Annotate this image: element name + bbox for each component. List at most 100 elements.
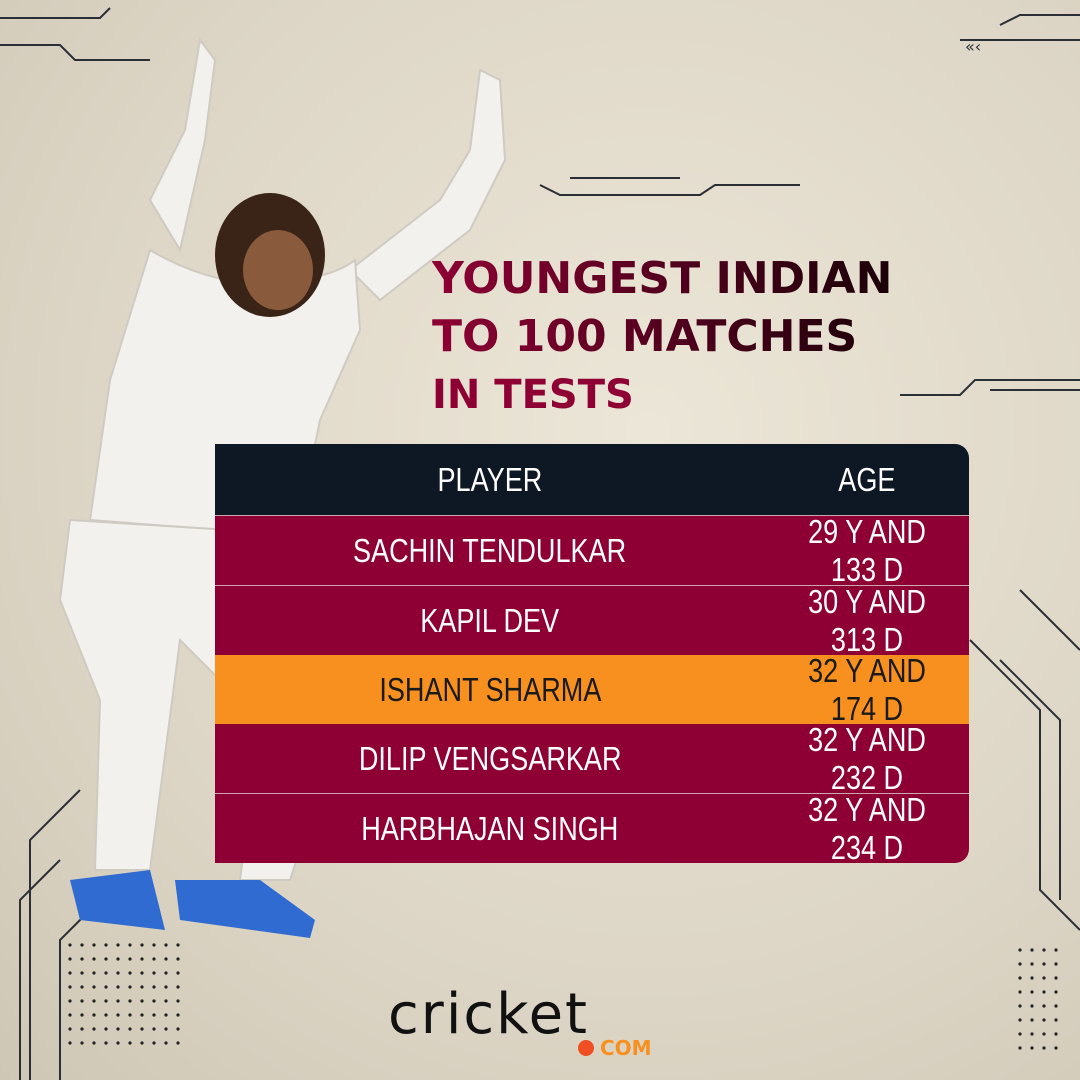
decor-dot [80,957,84,961]
decor-dot [128,943,132,947]
decor-dot [1042,1032,1046,1036]
table-row: DILIP VENGSARKAR 32 Y AND 232 D [215,721,969,796]
decor-dot [116,985,120,989]
decor-dot [1018,948,1022,952]
decor-dot [140,957,144,961]
decor-dot [1042,1046,1046,1050]
decor-dot [92,943,96,947]
decor-dot [152,971,156,975]
decor-dot [152,1013,156,1017]
decor-dot [1042,1004,1046,1008]
decor-dot [116,1013,120,1017]
decor-dot [152,1027,156,1031]
decor-dot [116,999,120,1003]
headline-line-3: IN TESTS [432,372,634,418]
decor-dot [1054,1046,1058,1050]
svg-text:«‹: «‹ [965,37,981,56]
player-name: SACHIN TENDULKAR [353,531,627,569]
decor-dot [176,957,180,961]
decor-dot [164,1041,168,1045]
decor-dot [1054,1004,1058,1008]
decor-dot [1030,976,1034,980]
decor-dot [1042,948,1046,952]
logo-suffix-text: COM [600,1036,652,1060]
decor-dot [68,985,72,989]
decor-dot [1030,990,1034,994]
decor-dot [80,1041,84,1045]
decor-dot [116,971,120,975]
decor-dot [164,971,168,975]
decor-dot [128,1041,132,1045]
decor-dot [104,999,108,1003]
decor-dot [1018,962,1022,966]
decor-dot [128,1027,132,1031]
decor-dot [92,1027,96,1031]
decor-dot [104,957,108,961]
player-age: 32 Y AND 232 D [808,720,926,796]
decor-dot [1018,1046,1022,1050]
decor-dot [68,1027,72,1031]
decor-dot [1030,948,1034,952]
decor-dot [152,985,156,989]
decor-dot [128,1013,132,1017]
decor-dot [140,1027,144,1031]
decor-dot [104,1027,108,1031]
decor-dot [116,1041,120,1045]
decor-dot [80,1013,84,1017]
decor-dot [152,943,156,947]
player-age: 32 Y AND 234 D [808,790,926,866]
decor-dot [140,943,144,947]
headline-line-1: YOUNGEST INDIAN [432,250,892,308]
decor-dot [1054,1032,1058,1036]
decor-dot [128,985,132,989]
decor-dot [116,1027,120,1031]
cricket-com-logo: cricket [388,982,589,1047]
decor-dot [116,943,120,947]
decor-dot [176,943,180,947]
logo-dot-icon [578,1040,594,1056]
player-name: DILIP VENGSARKAR [358,739,622,777]
player-name: KAPIL DEV [420,601,560,639]
decor-dot [92,957,96,961]
decor-dot [1030,1032,1034,1036]
player-name: ISHANT SHARMA [378,670,602,708]
decor-dot [92,1013,96,1017]
decor-dot [1054,1018,1058,1022]
player-age: 30 Y AND 313 D [808,582,926,658]
decor-dot [1018,1018,1022,1022]
decor-dot [92,971,96,975]
headline: YOUNGEST INDIAN TO 100 MATCHES IN TESTS [432,250,892,424]
player-age: 32 Y AND 174 D [808,651,926,727]
decor-dot [1030,1018,1034,1022]
decor-dot [1030,1004,1034,1008]
decor-dot [176,971,180,975]
decor-dot [104,1013,108,1017]
decor-dot [104,943,108,947]
decor-dot [104,985,108,989]
decor-dot [140,971,144,975]
decor-dot [1042,990,1046,994]
decor-dot [116,957,120,961]
decor-dot [1054,976,1058,980]
decor-dot [1018,1032,1022,1036]
decor-dot [140,1041,144,1045]
decor-dot [164,943,168,947]
decor-dot [1018,976,1022,980]
decor-dot [176,985,180,989]
decor-dot [92,999,96,1003]
table-row: SACHIN TENDULKAR 29 Y AND 133 D [215,513,969,588]
decor-dot [140,1013,144,1017]
headline-line-2: TO 100 MATCHES [432,308,892,366]
decor-dot [164,985,168,989]
decor-dot [164,1013,168,1017]
decor-dot [68,999,72,1003]
header-age: AGE [838,460,896,498]
decor-dot [80,1027,84,1031]
table-row: HARBHAJAN SINGH 32 Y AND 234 D [215,791,969,866]
decor-dot [176,1027,180,1031]
decor-dot [128,971,132,975]
decor-dot [68,1041,72,1045]
logo-suffix: COM [578,1036,652,1060]
decor-dot [176,1013,180,1017]
